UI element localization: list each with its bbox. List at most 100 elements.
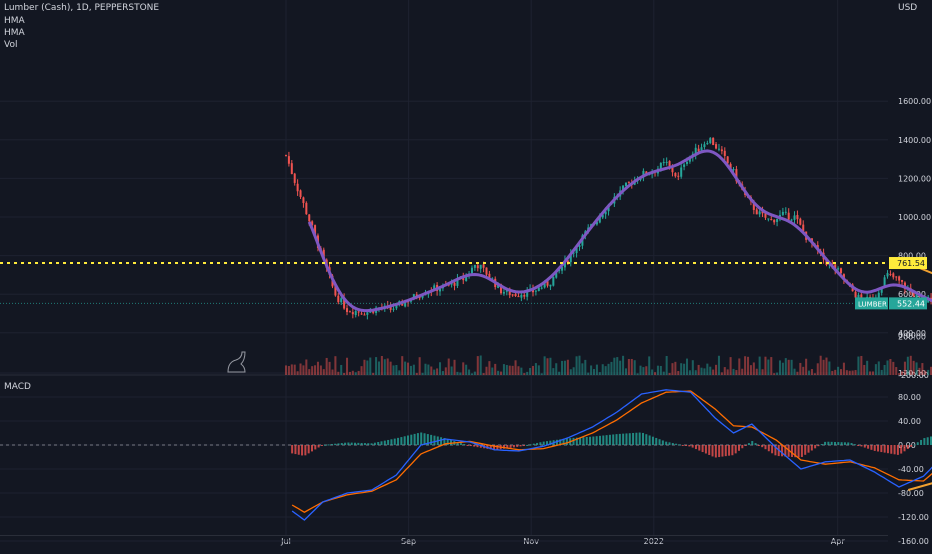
macd-pane-label[interactable]: MACD (4, 382, 31, 392)
volume-bar (569, 369, 572, 375)
macd-histogram-bar (592, 436, 595, 445)
macd-histogram-bar (681, 445, 684, 446)
volume-bar (523, 373, 526, 375)
macd-histogram-bar (708, 445, 711, 455)
volume-bar (819, 355, 822, 375)
candle (302, 197, 305, 203)
level-price-label: 761.54 (897, 259, 925, 268)
macd-histogram-bar (579, 437, 582, 445)
volume-bar (883, 364, 886, 375)
candle (555, 270, 558, 278)
volume-bar (375, 357, 378, 375)
macd-histogram-bar (459, 443, 462, 445)
volume-bar (398, 370, 401, 375)
macd-histogram-bar (929, 436, 932, 445)
candle (665, 161, 668, 163)
macd-histogram-bar (757, 445, 760, 446)
volume-bar (377, 361, 381, 375)
volume-bar (343, 372, 346, 375)
volume-bar (404, 361, 407, 375)
volume-bar (668, 372, 671, 375)
candle (561, 266, 564, 271)
macd-histogram-bar (615, 434, 618, 445)
volume-bar (636, 373, 639, 375)
macd-histogram-bar (334, 443, 337, 445)
candle (624, 182, 627, 187)
volume-bar (308, 369, 311, 375)
macd-histogram-bar (559, 439, 562, 445)
macd-histogram-bar (479, 445, 482, 448)
volume-bar (694, 370, 697, 375)
study-label-hma-2[interactable]: HMA (4, 28, 25, 38)
volume-bar (834, 369, 837, 375)
volume-bar (409, 365, 412, 375)
volume-bar (494, 363, 497, 375)
volume-bar (508, 365, 511, 375)
volume-bar (340, 364, 343, 375)
candle (781, 211, 784, 215)
macd-histogram-bar (913, 444, 916, 446)
macd-histogram-bar (595, 436, 598, 445)
volume-bar (505, 365, 508, 375)
volume-bar (665, 355, 668, 375)
candle (552, 276, 555, 286)
volume-bar (712, 369, 715, 375)
candle (311, 221, 314, 226)
macd-histogram-bar (731, 445, 734, 456)
candle (729, 163, 732, 170)
volume-bar (517, 366, 520, 375)
volume-bar (691, 360, 694, 375)
macd-histogram-bar (519, 445, 522, 447)
macd-histogram-bar (598, 435, 601, 445)
candle (706, 143, 709, 145)
volume-bar (845, 370, 848, 375)
volume-bar (654, 372, 657, 375)
volume-bar (369, 357, 372, 375)
candle (479, 264, 482, 269)
study-label-volume[interactable]: Vol (4, 40, 18, 50)
candle (566, 260, 569, 263)
symbol-tag (855, 297, 888, 310)
candle (723, 150, 726, 156)
candle (901, 280, 904, 282)
volume-bar (622, 355, 625, 375)
macd-histogram-bar (900, 445, 903, 454)
macd-histogram-bar (532, 443, 535, 445)
volume-bar (642, 367, 645, 375)
candle (752, 201, 755, 210)
volume-bar (886, 360, 889, 375)
volume-bar (436, 368, 439, 375)
study-label-hma-1[interactable]: HMA (4, 16, 25, 26)
volume-bar (784, 358, 787, 375)
macd-histogram-bar (387, 439, 390, 445)
candle (520, 294, 523, 298)
macd-histogram-bar (476, 445, 479, 448)
candle (540, 287, 543, 289)
candle (488, 273, 491, 278)
volume-bar (930, 366, 932, 375)
macd-histogram-bar (863, 445, 866, 448)
candle (720, 149, 723, 152)
volume-bar (552, 368, 555, 375)
volume-bar (465, 364, 468, 375)
macd-y-tick-label: -80.00 (898, 489, 924, 498)
macd-histogram-bar (817, 445, 820, 447)
volume-bar (854, 370, 857, 375)
candle (854, 291, 857, 298)
volume-bar (749, 365, 752, 375)
macd-signal-line (291, 390, 932, 513)
macd-histogram-bar (473, 445, 476, 447)
macd-histogram-bar (450, 440, 453, 445)
volume-bar (447, 358, 450, 375)
volume-bar (412, 364, 415, 375)
volume-bar (758, 356, 761, 375)
volume-bar (927, 369, 930, 375)
volume-bar (497, 370, 500, 375)
candle (700, 147, 703, 151)
volume-bar (912, 360, 915, 375)
volume-bar (889, 359, 892, 375)
macd-histogram-bar (357, 442, 360, 445)
volume-bar (723, 367, 726, 375)
volume-bar (738, 358, 741, 375)
